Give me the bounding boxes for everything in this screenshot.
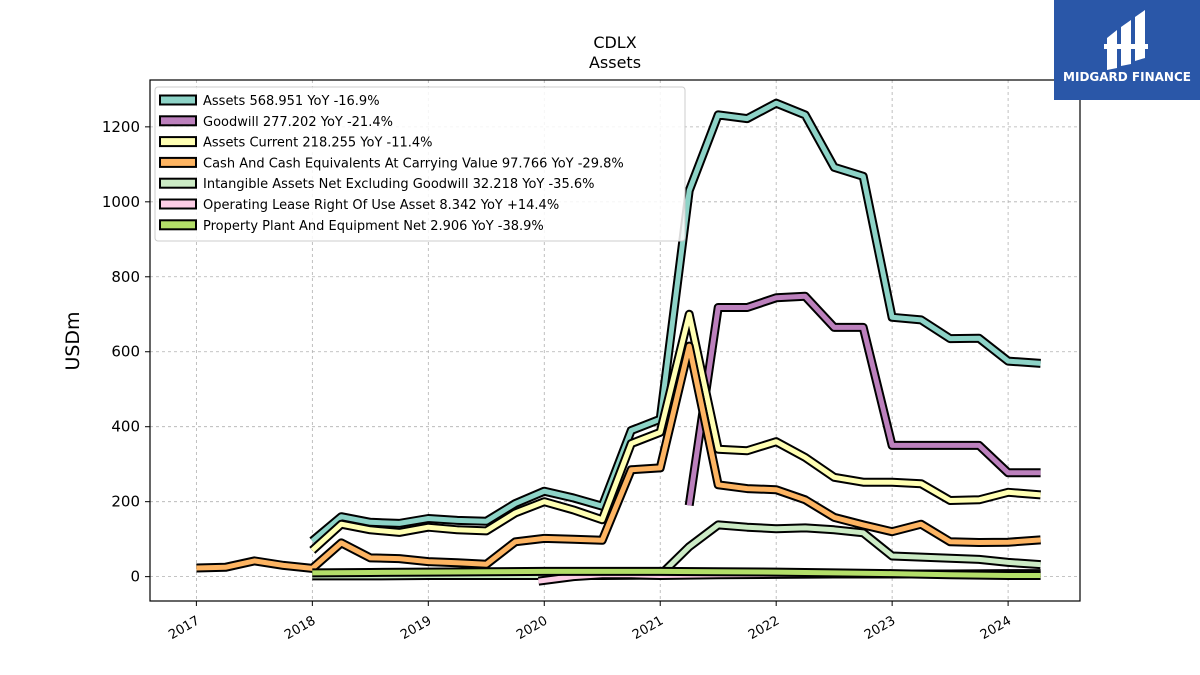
brand-logo: MIDGARD FINANCE bbox=[1054, 0, 1200, 100]
x-tick-label: 2020 bbox=[514, 613, 550, 643]
brand-mark-icon bbox=[1104, 10, 1148, 70]
series-stroke bbox=[196, 343, 1041, 571]
legend-item: Goodwill 277.202 YoY -21.4% bbox=[159, 115, 393, 130]
legend-swatch bbox=[159, 198, 197, 210]
legend-label: Assets 568.951 YoY -16.9% bbox=[203, 94, 380, 109]
y-tick-label: 600 bbox=[111, 343, 140, 361]
series-outline bbox=[309, 309, 1041, 554]
x-tick-label: 2017 bbox=[166, 613, 202, 643]
legend-swatch bbox=[159, 219, 197, 231]
y-tick-label: 1000 bbox=[102, 193, 140, 211]
legend-item: Property Plant And Equipment Net 2.906 Y… bbox=[159, 219, 544, 234]
plot-frame bbox=[149, 79, 1081, 602]
legend-item: Assets 568.951 YoY -16.9% bbox=[159, 94, 380, 109]
x-tick-label: 2018 bbox=[282, 613, 318, 643]
brand-name: MIDGARD FINANCE bbox=[1063, 70, 1191, 84]
chart-subtitle: Assets bbox=[589, 53, 641, 72]
legend-item: Operating Lease Right Of Use Asset 8.342… bbox=[159, 198, 559, 213]
legend-swatch bbox=[159, 94, 197, 106]
legend-label: Operating Lease Right Of Use Asset 8.342… bbox=[203, 198, 559, 213]
x-tick-label: 2023 bbox=[862, 613, 898, 643]
legend-swatch bbox=[159, 156, 197, 168]
series-stroke bbox=[686, 293, 1041, 506]
series-line-1 bbox=[309, 98, 1041, 545]
series-stroke bbox=[310, 100, 1041, 543]
legend-swatch bbox=[159, 115, 197, 127]
series-stroke bbox=[310, 311, 1041, 553]
grid-lines bbox=[150, 80, 1080, 601]
y-tick-label: 400 bbox=[111, 418, 140, 436]
legend-label: Intangible Assets Net Excluding Goodwill… bbox=[203, 177, 594, 192]
series-line-4 bbox=[196, 341, 1041, 573]
legend-box bbox=[154, 86, 686, 242]
legend-item: Assets Current 218.255 YoY -11.4% bbox=[159, 136, 433, 151]
series-line-7 bbox=[312, 566, 1041, 580]
legend-swatch bbox=[159, 177, 197, 189]
x-tick-label: 2022 bbox=[746, 613, 782, 643]
y-axis-label: USDm bbox=[62, 311, 84, 370]
series-line-2 bbox=[684, 291, 1041, 507]
legend-swatch bbox=[159, 136, 197, 148]
y-axis-ticks: 0 200 400 600 800 1000 1200 bbox=[102, 118, 150, 586]
y-tick-label: 800 bbox=[111, 268, 140, 286]
y-tick-label: 200 bbox=[111, 493, 140, 511]
legend-item: Cash And Cash Equivalents At Carrying Va… bbox=[159, 156, 624, 171]
legend-label: Goodwill 277.202 YoY -21.4% bbox=[203, 115, 393, 130]
series-lines bbox=[196, 98, 1041, 586]
legend-label: Property Plant And Equipment Net 2.906 Y… bbox=[203, 219, 544, 234]
x-tick-label: 2019 bbox=[398, 613, 434, 643]
series-line-3 bbox=[309, 309, 1041, 554]
legend-item: Intangible Assets Net Excluding Goodwill… bbox=[159, 177, 594, 192]
x-tick-label: 2021 bbox=[630, 613, 666, 643]
y-tick-label: 0 bbox=[130, 568, 140, 586]
y-tick-label: 1200 bbox=[102, 118, 140, 136]
x-axis-ticks: 2017 2018 2019 2020 2021 2022 2023 2024 bbox=[166, 601, 1014, 643]
legend-label: Cash And Cash Equivalents At Carrying Va… bbox=[203, 156, 624, 171]
series-stroke bbox=[312, 568, 1041, 578]
chart-title: CDLX bbox=[593, 33, 636, 52]
legend-label: Assets Current 218.255 YoY -11.4% bbox=[203, 136, 433, 151]
x-tick-label: 2024 bbox=[978, 613, 1014, 643]
legend: Assets 568.951 YoY -16.9% Goodwill 277.20… bbox=[154, 86, 686, 242]
